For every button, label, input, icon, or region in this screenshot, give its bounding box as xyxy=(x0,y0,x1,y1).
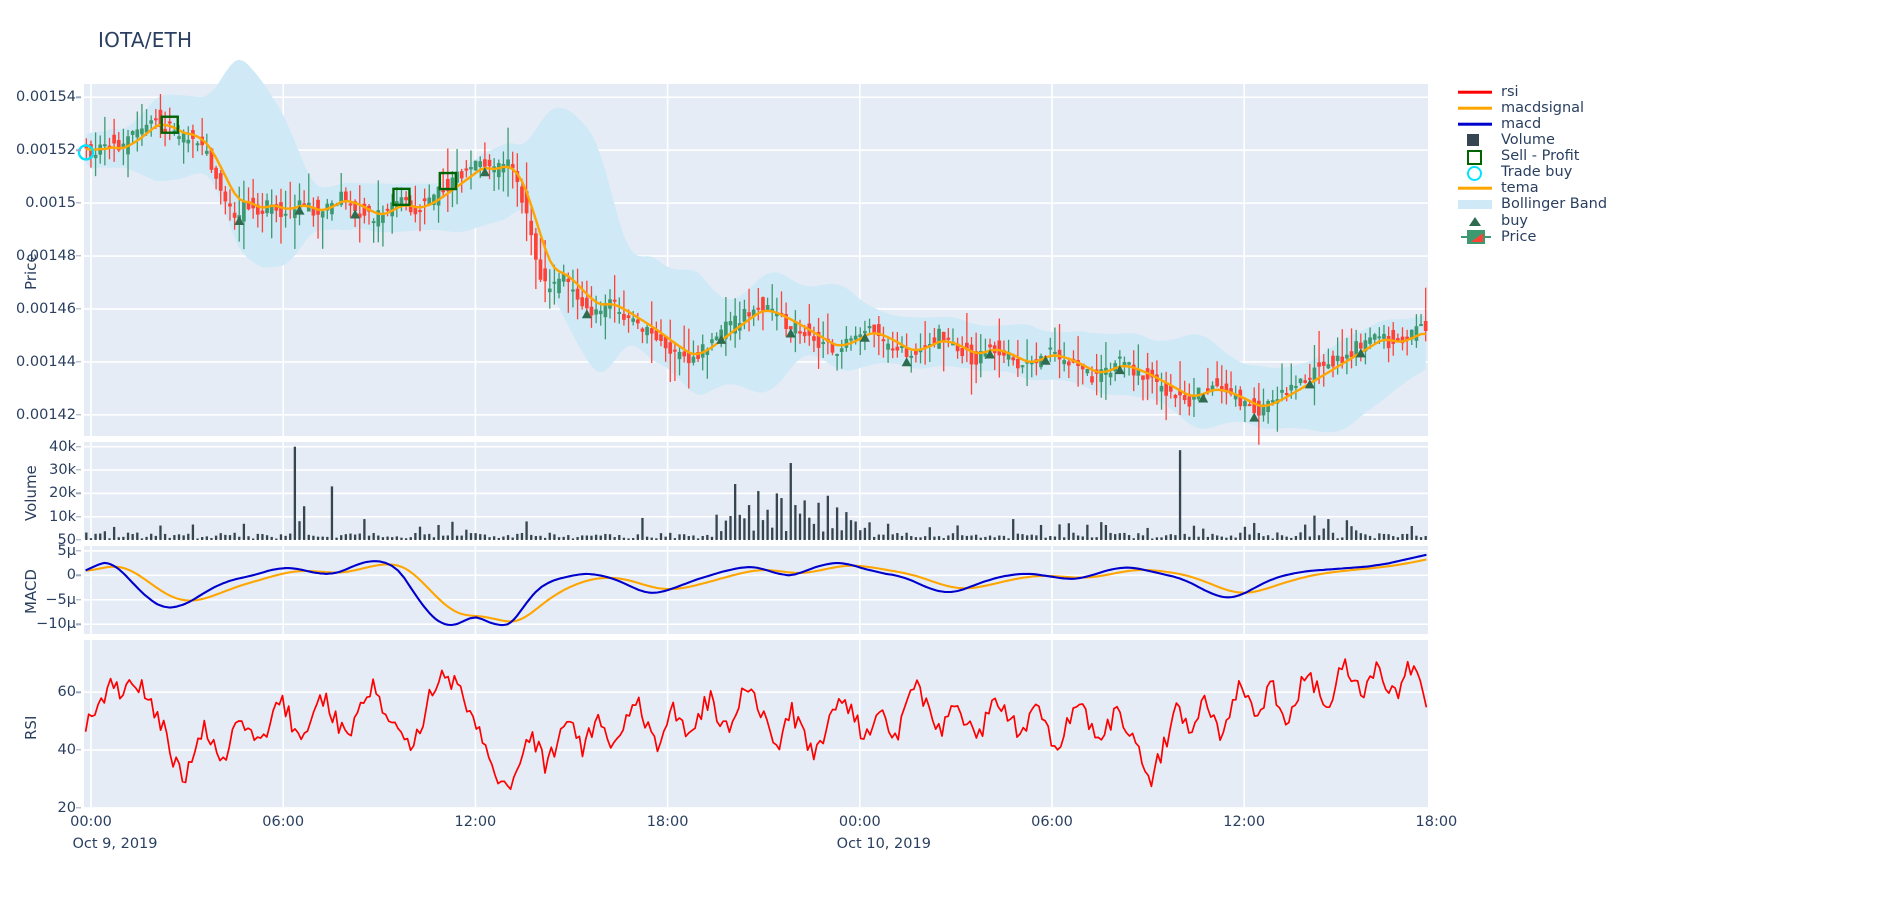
price-y-tick: 0.00152 xyxy=(0,142,81,158)
legend-item-tema[interactable]: tema xyxy=(1455,180,1885,196)
macd-y-tick: 5µ xyxy=(0,543,81,559)
x-axis-tick: 18:00 xyxy=(646,814,689,830)
price-axis-title: Price xyxy=(22,253,40,290)
volume-axis-title: Volume xyxy=(22,465,40,521)
x-axis-tick: 00:00 xyxy=(70,814,112,830)
macd-y-tick: 0 xyxy=(0,567,81,583)
macd-axis-title: MACD xyxy=(22,569,40,614)
rsi-panel xyxy=(84,640,1428,808)
x-axis-tick: 18:00 xyxy=(1415,814,1458,830)
square-open-icon xyxy=(1455,148,1495,165)
volume-y-tick: 10k xyxy=(0,509,81,525)
legend-item-label: Sell - Profit xyxy=(1501,148,1580,164)
legend-item-label: Volume xyxy=(1501,132,1555,148)
macd-y-tick: −5µ xyxy=(0,592,81,608)
page-title: IOTA/ETH xyxy=(98,28,193,52)
legend-item-rsi[interactable]: rsi xyxy=(1455,84,1885,100)
line-icon xyxy=(1455,180,1495,196)
candlestick-icon xyxy=(1455,229,1495,245)
legend-item-label: Trade buy xyxy=(1501,164,1573,180)
legend-item-price[interactable]: Price xyxy=(1455,229,1885,245)
legend-item-label: Bollinger Band xyxy=(1501,196,1608,212)
price-y-tick: 0.00146 xyxy=(0,301,81,317)
x-axis-tick: 12:00 xyxy=(454,814,497,830)
x-axis-tick: 06:00 xyxy=(1031,814,1073,830)
circle-open-icon xyxy=(1455,164,1495,181)
legend-item-label: macdsignal xyxy=(1501,100,1585,116)
x-axis-tick: 00:00 xyxy=(838,814,881,830)
legend-item-buy[interactable]: buy xyxy=(1455,213,1885,229)
line-icon xyxy=(1455,116,1495,132)
rsi-y-tick: 60 xyxy=(0,684,81,700)
x-axis-date-label: Oct 9, 2019 xyxy=(72,836,158,852)
line-icon xyxy=(1455,84,1495,100)
legend-item-volume[interactable]: Volume xyxy=(1455,132,1885,148)
x-axis-tick: 06:00 xyxy=(262,814,305,830)
line-icon xyxy=(1455,100,1495,116)
x-axis-tick: 12:00 xyxy=(1223,814,1266,830)
volume-y-tick: 30k xyxy=(0,462,81,478)
volume-panel xyxy=(84,442,1428,540)
legend-item-label: Price xyxy=(1501,229,1537,245)
price-y-tick: 0.00142 xyxy=(0,407,81,423)
macd-y-tick: −10µ xyxy=(0,616,81,632)
square-icon xyxy=(1455,132,1495,148)
legend-item-label: rsi xyxy=(1501,84,1519,100)
legend-item-macdsignal[interactable]: macdsignal xyxy=(1455,100,1885,116)
legend-item-trade-buy[interactable]: Trade buy xyxy=(1455,164,1885,181)
legend-item-macd[interactable]: macd xyxy=(1455,116,1885,132)
triangle-up-icon xyxy=(1455,213,1495,229)
price-y-tick: 0.00154 xyxy=(0,89,81,105)
band-icon xyxy=(1455,196,1495,212)
price-y-tick: 0.0015 xyxy=(0,195,81,211)
price-y-tick: 0.00148 xyxy=(0,248,81,264)
price-y-tick: 0.00144 xyxy=(0,354,81,370)
volume-y-tick: 20k xyxy=(0,485,81,501)
volume-y-tick: 50 xyxy=(0,532,81,548)
legend-item-sell-profit[interactable]: Sell - Profit xyxy=(1455,148,1885,165)
rsi-y-tick: 40 xyxy=(0,742,81,758)
rsi-axis-title: RSI xyxy=(22,715,40,740)
rsi-y-tick: 20 xyxy=(0,800,81,816)
legend-item-label: macd xyxy=(1501,116,1542,132)
legend-item-label: buy xyxy=(1501,213,1528,229)
legend-item-bollinger-band[interactable]: Bollinger Band xyxy=(1455,196,1885,212)
volume-y-tick: 40k xyxy=(0,439,81,455)
chart-legend[interactable]: rsi macdsignal macd Volume Sell - Profit Trad… xyxy=(1455,84,1885,245)
x-axis-date-label: Oct 10, 2019 xyxy=(836,836,931,852)
legend-item-label: tema xyxy=(1501,180,1539,196)
